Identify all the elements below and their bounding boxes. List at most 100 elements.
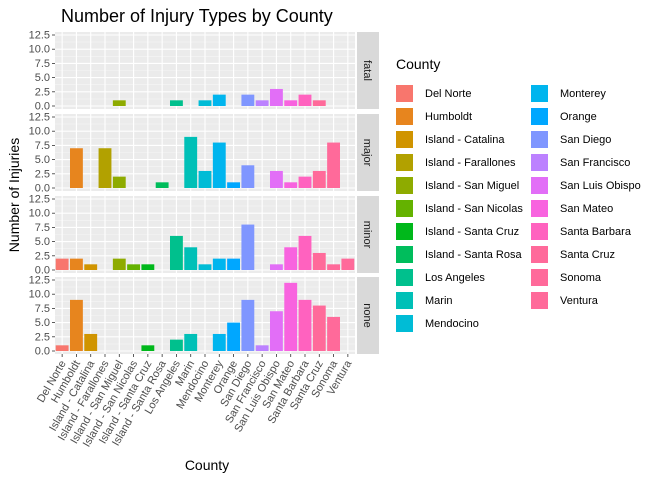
bar-fatal-santa-barbara <box>298 94 312 106</box>
legend-item: Island - San Miguel <box>396 174 531 197</box>
legend-swatch <box>396 154 413 171</box>
legend-item: Los Angeles <box>396 266 531 289</box>
legend-item: Monterey <box>531 82 666 105</box>
y-tick-label: 0.0 <box>35 183 50 195</box>
bar-major-mendocino <box>198 170 212 188</box>
y-tick-label: 10.0 <box>29 126 50 138</box>
bar-fatal-santa-cruz <box>312 100 326 106</box>
y-tick-label: 2.5 <box>35 86 50 98</box>
bar-minor-island-santa-cruz <box>141 264 155 270</box>
legend-label: Island - San Nicolas <box>425 202 523 215</box>
bar-none-san-diego <box>241 299 255 351</box>
legend-label: San Diego <box>560 133 612 146</box>
legend-column: Del Norte Humboldt Island - Catalina Island… <box>396 82 531 335</box>
legend-label: Island - Farallones <box>425 156 516 169</box>
bar-minor-island-san-miguel <box>112 258 126 270</box>
bar-none-del-norte <box>55 345 69 351</box>
bar-major-santa-cruz <box>312 170 326 188</box>
legend-swatch <box>396 131 413 148</box>
legend-swatch <box>531 269 548 286</box>
bar-major-island-santa-rosa <box>155 182 169 188</box>
legend-item: Island - Santa Rosa <box>396 243 531 266</box>
facet-strip <box>357 277 379 354</box>
legend-item: Marin <box>396 289 531 312</box>
facet-panels: 0.0 2.5 5.0 7.5 10.0 12.5 fatal 0.0 2.5 5.0 7.5 10.… <box>29 30 379 358</box>
legend-label: Del Norte <box>425 87 472 100</box>
legend-swatch <box>396 292 413 309</box>
legend: County Del Norte Humboldt Island - Catalin… <box>396 56 666 335</box>
y-tick-label: 5.0 <box>35 154 50 166</box>
legend-item: Ventura <box>531 289 666 312</box>
bar-none-island-catalina <box>84 333 98 351</box>
bar-minor-santa-barbara <box>298 235 312 270</box>
facet-strip <box>357 114 379 191</box>
bar-minor-orange <box>227 258 240 270</box>
legend-item: San Diego <box>531 128 666 151</box>
legend-label: Island - Santa Rosa <box>425 248 522 261</box>
y-tick-label: 10.0 <box>29 289 50 301</box>
legend-label: San Mateo <box>560 202 614 215</box>
legend-item: Humboldt <box>396 105 531 128</box>
y-axis-label: Number of Injuries <box>6 138 22 252</box>
y-tick-label: 5.0 <box>35 317 50 329</box>
legend-swatch <box>396 246 413 263</box>
y-tick-label: 2.5 <box>35 331 50 343</box>
x-axis-label: County <box>185 457 229 473</box>
y-tick-label: 10.0 <box>29 208 50 220</box>
bar-minor-humboldt <box>70 258 83 270</box>
legend-label: Marin <box>425 294 453 307</box>
legend-item: San Luis Obispo <box>531 174 666 197</box>
bar-minor-san-mateo <box>284 247 298 270</box>
legend-swatch <box>531 223 548 240</box>
legend-label: Island - San Miguel <box>425 179 520 192</box>
bar-none-sonoma <box>327 316 340 351</box>
y-tick-label: 12.5 <box>29 194 50 206</box>
legend-label: Humboldt <box>425 110 473 123</box>
bar-none-san-francisco <box>255 345 269 351</box>
bar-fatal-los-angeles <box>170 100 183 106</box>
bar-none-san-mateo <box>284 282 298 351</box>
facet-strip-label: none <box>361 303 373 327</box>
bar-none-los-angeles <box>170 339 183 351</box>
chart-title: Number of Injury Types by County <box>61 6 333 26</box>
bar-fatal-mendocino <box>198 100 212 106</box>
bar-minor-san-diego <box>241 224 255 270</box>
bar-fatal-monterey <box>212 94 226 106</box>
facet-panel-fatal: 0.0 2.5 5.0 7.5 10.0 12.5 fatal <box>29 30 379 113</box>
bar-minor-ventura <box>341 258 355 270</box>
legend-label: Ventura <box>560 294 598 307</box>
legend-swatch <box>396 315 413 332</box>
facet-panel-minor: 0.0 2.5 5.0 7.5 10.0 12.5 minor <box>29 194 379 277</box>
bar-major-sonoma <box>327 142 340 188</box>
y-tick-label: 5.0 <box>35 236 50 248</box>
facet-strip-label: fatal <box>361 60 373 81</box>
y-tick-label: 7.5 <box>35 58 50 70</box>
bar-major-island-farallones <box>98 148 112 188</box>
bar-none-monterey <box>212 333 226 351</box>
y-tick-label: 7.5 <box>35 140 50 152</box>
legend-swatch <box>531 246 548 263</box>
legend-swatch <box>531 131 548 148</box>
bar-minor-marin <box>184 247 198 270</box>
y-tick-label: 12.5 <box>29 30 50 42</box>
legend-item: Mendocino <box>396 312 531 335</box>
legend-item: Island - San Nicolas <box>396 197 531 220</box>
bar-minor-mendocino <box>198 264 212 270</box>
y-tick-label: 2.5 <box>35 168 50 180</box>
legend-item: Orange <box>531 105 666 128</box>
legend-swatch <box>396 223 413 240</box>
y-tick-label: 7.5 <box>35 222 50 234</box>
legend-swatch <box>396 108 413 125</box>
facet-panel-major: 0.0 2.5 5.0 7.5 10.0 12.5 major <box>29 112 379 195</box>
bar-none-santa-barbara <box>298 299 312 351</box>
legend-item: San Mateo <box>531 197 666 220</box>
y-tick-label: 12.5 <box>29 275 50 287</box>
facet-strip <box>357 32 379 109</box>
y-tick-label: 2.5 <box>35 250 50 262</box>
legend-item: Del Norte <box>396 82 531 105</box>
bar-fatal-island-san-miguel <box>112 100 126 106</box>
legend-label: San Luis Obispo <box>560 179 641 192</box>
legend-swatch <box>396 177 413 194</box>
